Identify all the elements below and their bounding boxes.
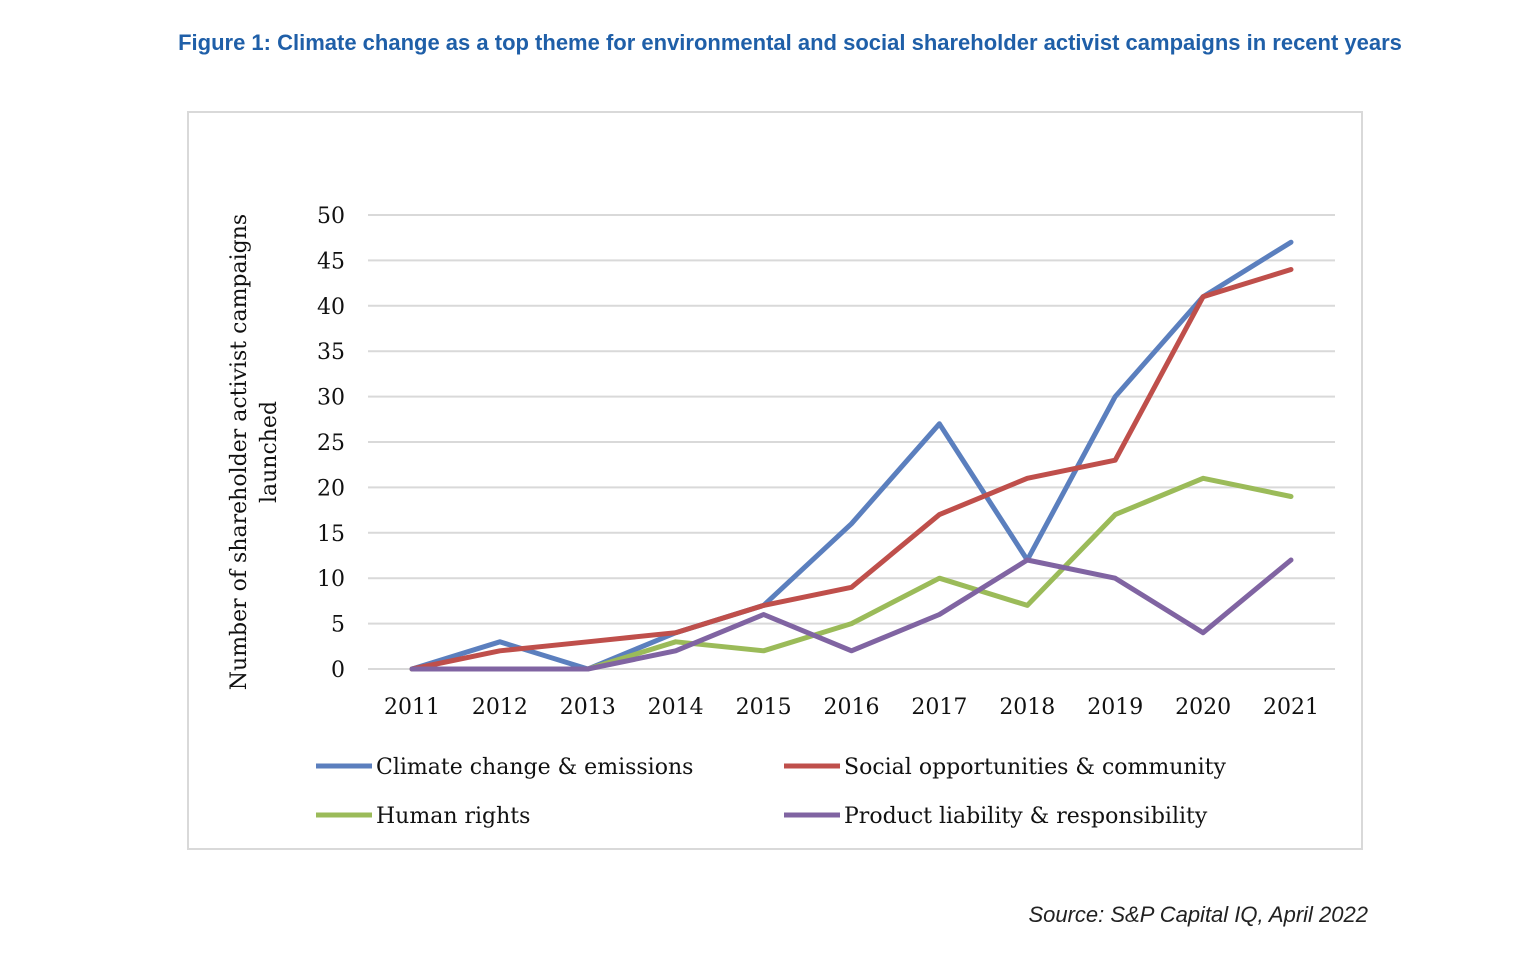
y-tick-label: 35	[317, 340, 345, 365]
legend-label: Climate change & emissions	[376, 755, 693, 780]
gridlines	[368, 214, 1335, 670]
series-line-2	[409, 267, 1294, 672]
y-tick-label: 5	[331, 613, 345, 638]
x-tick-label: 2014	[648, 695, 704, 720]
series-lines	[409, 239, 1294, 672]
y-tick-label: 15	[317, 522, 345, 547]
y-tick-label: 45	[317, 249, 345, 274]
x-tick-label: 2015	[736, 695, 792, 720]
y-tick-label: 20	[317, 476, 345, 501]
x-tick-label: 2012	[472, 695, 528, 720]
y-axis-label-line: Number of shareholder activist campaigns	[227, 214, 252, 690]
x-tick-label: 2016	[824, 695, 880, 720]
x-axis-ticks: 2011 2012 2013 2014 2015 2016 2017 2018 2019 2020…	[384, 695, 1319, 720]
y-axis-label: Number of shareholder activist campaigns…	[227, 214, 282, 690]
series-line-4	[409, 557, 1294, 672]
legend-label: Social opportunities & community	[844, 755, 1226, 780]
y-tick-label: 0	[331, 658, 345, 683]
source-note: Source: S&P Capital IQ, April 2022	[1028, 902, 1368, 927]
x-tick-label: 2019	[1087, 695, 1143, 720]
x-tick-label: 2013	[560, 695, 616, 720]
legend: Climate change & emissions Social opportu…	[316, 755, 1226, 829]
figure-title: Figure 1: Climate change as a top theme …	[178, 30, 1402, 55]
legend-label: Human rights	[376, 804, 530, 829]
x-tick-label: 2021	[1263, 695, 1319, 720]
y-axis-ticks: 0 5 10 15 20 25 30 35 40 45 50	[317, 204, 345, 683]
x-tick-label: 2017	[911, 695, 967, 720]
y-tick-label: 25	[317, 431, 345, 456]
y-tick-label: 30	[317, 386, 345, 411]
chart-frame	[187, 111, 1363, 850]
x-tick-label: 2018	[999, 695, 1055, 720]
x-tick-label: 2020	[1175, 695, 1231, 720]
x-tick-label: 2011	[384, 695, 440, 720]
legend-label: Product liability & responsibility	[844, 804, 1208, 829]
y-tick-label: 50	[317, 204, 345, 229]
y-axis-label-line: launched	[257, 401, 282, 503]
y-tick-label: 40	[317, 295, 345, 320]
series-line-1	[409, 239, 1294, 672]
series-line-3	[409, 475, 1294, 672]
y-tick-label: 10	[317, 567, 345, 592]
